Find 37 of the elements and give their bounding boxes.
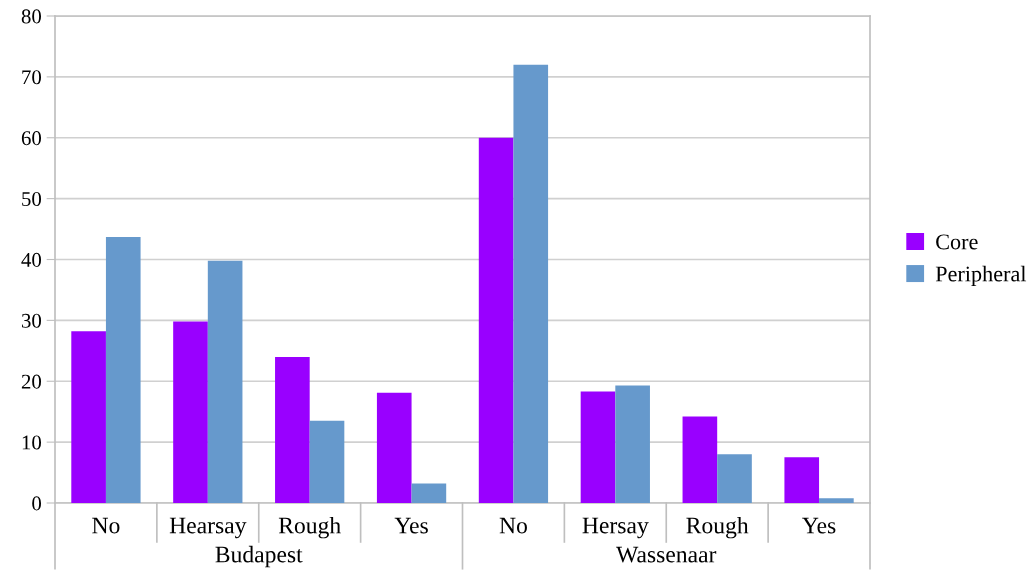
x-tick-label: No	[499, 517, 527, 534]
bar	[580, 391, 616, 503]
bar	[376, 392, 412, 503]
y-tick-label: 60	[21, 131, 42, 146]
y-tick-label: 40	[21, 252, 42, 267]
bar	[682, 416, 718, 503]
x-tick-label: Hearsay	[169, 517, 247, 539]
bar	[717, 454, 752, 503]
x-tick-label: Yes	[802, 517, 836, 534]
bar	[478, 137, 514, 503]
y-tick-label: 20	[21, 374, 42, 389]
text: Budapest	[215, 545, 303, 568]
bar	[71, 331, 106, 503]
y-tick-label: 10	[22, 435, 42, 450]
y-tick-label: 30	[21, 313, 42, 328]
bar	[411, 483, 447, 503]
x-tick-label: Hersay	[582, 517, 649, 539]
bar	[275, 356, 310, 503]
bar	[207, 260, 243, 503]
y-tick-label: 50	[22, 192, 42, 207]
x-tick-label: Rough	[686, 516, 749, 539]
bar	[513, 64, 549, 503]
bar	[173, 321, 208, 503]
bar	[105, 236, 141, 503]
x-tick-label: Yes	[394, 517, 428, 534]
bar	[819, 498, 854, 503]
bar	[784, 457, 820, 503]
legend-label: Peripheral	[935, 265, 1027, 287]
text: Wassenaar	[616, 546, 717, 563]
legend-label: Core	[936, 234, 978, 250]
x-tick-label: No	[92, 517, 120, 534]
x-tick-label: Rough	[278, 516, 341, 539]
bar	[615, 385, 650, 503]
y-tick-label: 0	[32, 496, 42, 511]
y-tick-label: 80	[21, 9, 42, 24]
y-tick-label: 70	[22, 70, 42, 85]
bar	[309, 420, 345, 503]
